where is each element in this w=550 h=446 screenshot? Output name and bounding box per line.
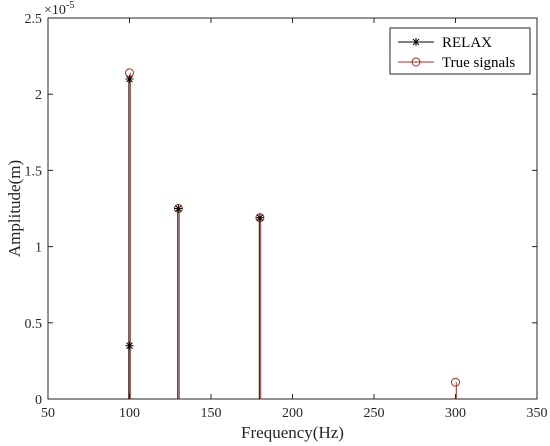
marker-relax bbox=[125, 341, 134, 350]
y-tick-label: 2 bbox=[35, 88, 42, 103]
y-tick-label: 0.5 bbox=[25, 317, 43, 332]
marker-relax bbox=[174, 204, 183, 213]
marker-relax bbox=[255, 213, 264, 222]
y-axis-exponent-base: ×10 bbox=[44, 3, 66, 18]
x-axis-title: Frequency(Hz) bbox=[241, 423, 344, 442]
x-tick-label: 250 bbox=[364, 406, 385, 421]
y-axis-exponent-power: -5 bbox=[66, 0, 74, 11]
x-tick-label: 150 bbox=[201, 406, 222, 421]
x-tick-label: 50 bbox=[41, 406, 55, 421]
legend: RELAX True signals bbox=[389, 27, 531, 75]
x-tick-label: 300 bbox=[445, 406, 466, 421]
marker-relax bbox=[125, 74, 134, 83]
y-tick-label: 1 bbox=[35, 241, 42, 256]
ticks-layer: 50 100 150 200 250 300 350 0 0.5 1 1.5 2 2.5 bbox=[25, 12, 548, 421]
legend-box bbox=[389, 27, 531, 75]
legend-marker-circle-icon bbox=[411, 57, 421, 67]
y-tick-label: 1.5 bbox=[25, 164, 43, 179]
marker-true-signals bbox=[451, 377, 460, 387]
x-tick-label: 350 bbox=[527, 406, 548, 421]
y-tick-label: 2.5 bbox=[25, 12, 43, 27]
plot-area-frame bbox=[47, 17, 538, 400]
y-tick-label: 0 bbox=[35, 393, 42, 408]
x-tick-label: 200 bbox=[282, 406, 303, 421]
legend-marker-asterisk-icon bbox=[412, 38, 420, 46]
x-tick-label: 100 bbox=[119, 406, 140, 421]
y-axis-title: Amplitude(m) bbox=[5, 160, 24, 257]
markers-layer bbox=[125, 68, 460, 387]
legend-label-relax: RELAX bbox=[442, 35, 492, 51]
legend-label-true-signals: True signals bbox=[442, 55, 515, 71]
legend-asterisk-icon bbox=[412, 38, 420, 46]
